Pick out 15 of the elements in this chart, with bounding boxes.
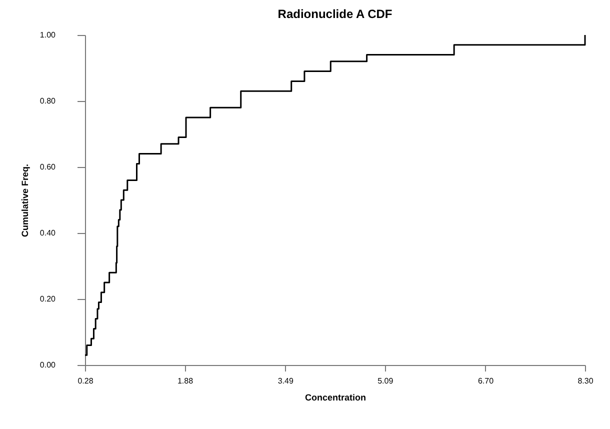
y-tick-label: 1.00 [40, 30, 56, 40]
y-tick-label: 0.00 [40, 360, 56, 370]
x-tick-label: 0.28 [78, 376, 94, 386]
y-tick-label: 0.60 [40, 162, 56, 172]
y-tick-label: 0.80 [40, 96, 56, 106]
x-tick-label: 1.88 [177, 376, 194, 386]
x-tick-label: 8.30 [578, 376, 594, 386]
x-tick-label: 5.09 [378, 376, 394, 386]
y-tick-label: 0.20 [40, 294, 56, 304]
x-tick-label: 6.70 [478, 376, 494, 386]
y-tick-label: 0.40 [40, 228, 56, 238]
chart-title: Radionuclide A CDF [278, 7, 392, 21]
y-axis-title: Cumulative Freq. [20, 164, 30, 238]
x-tick-label: 3.49 [278, 376, 294, 386]
x-axis-title: Concentration [304, 392, 366, 402]
